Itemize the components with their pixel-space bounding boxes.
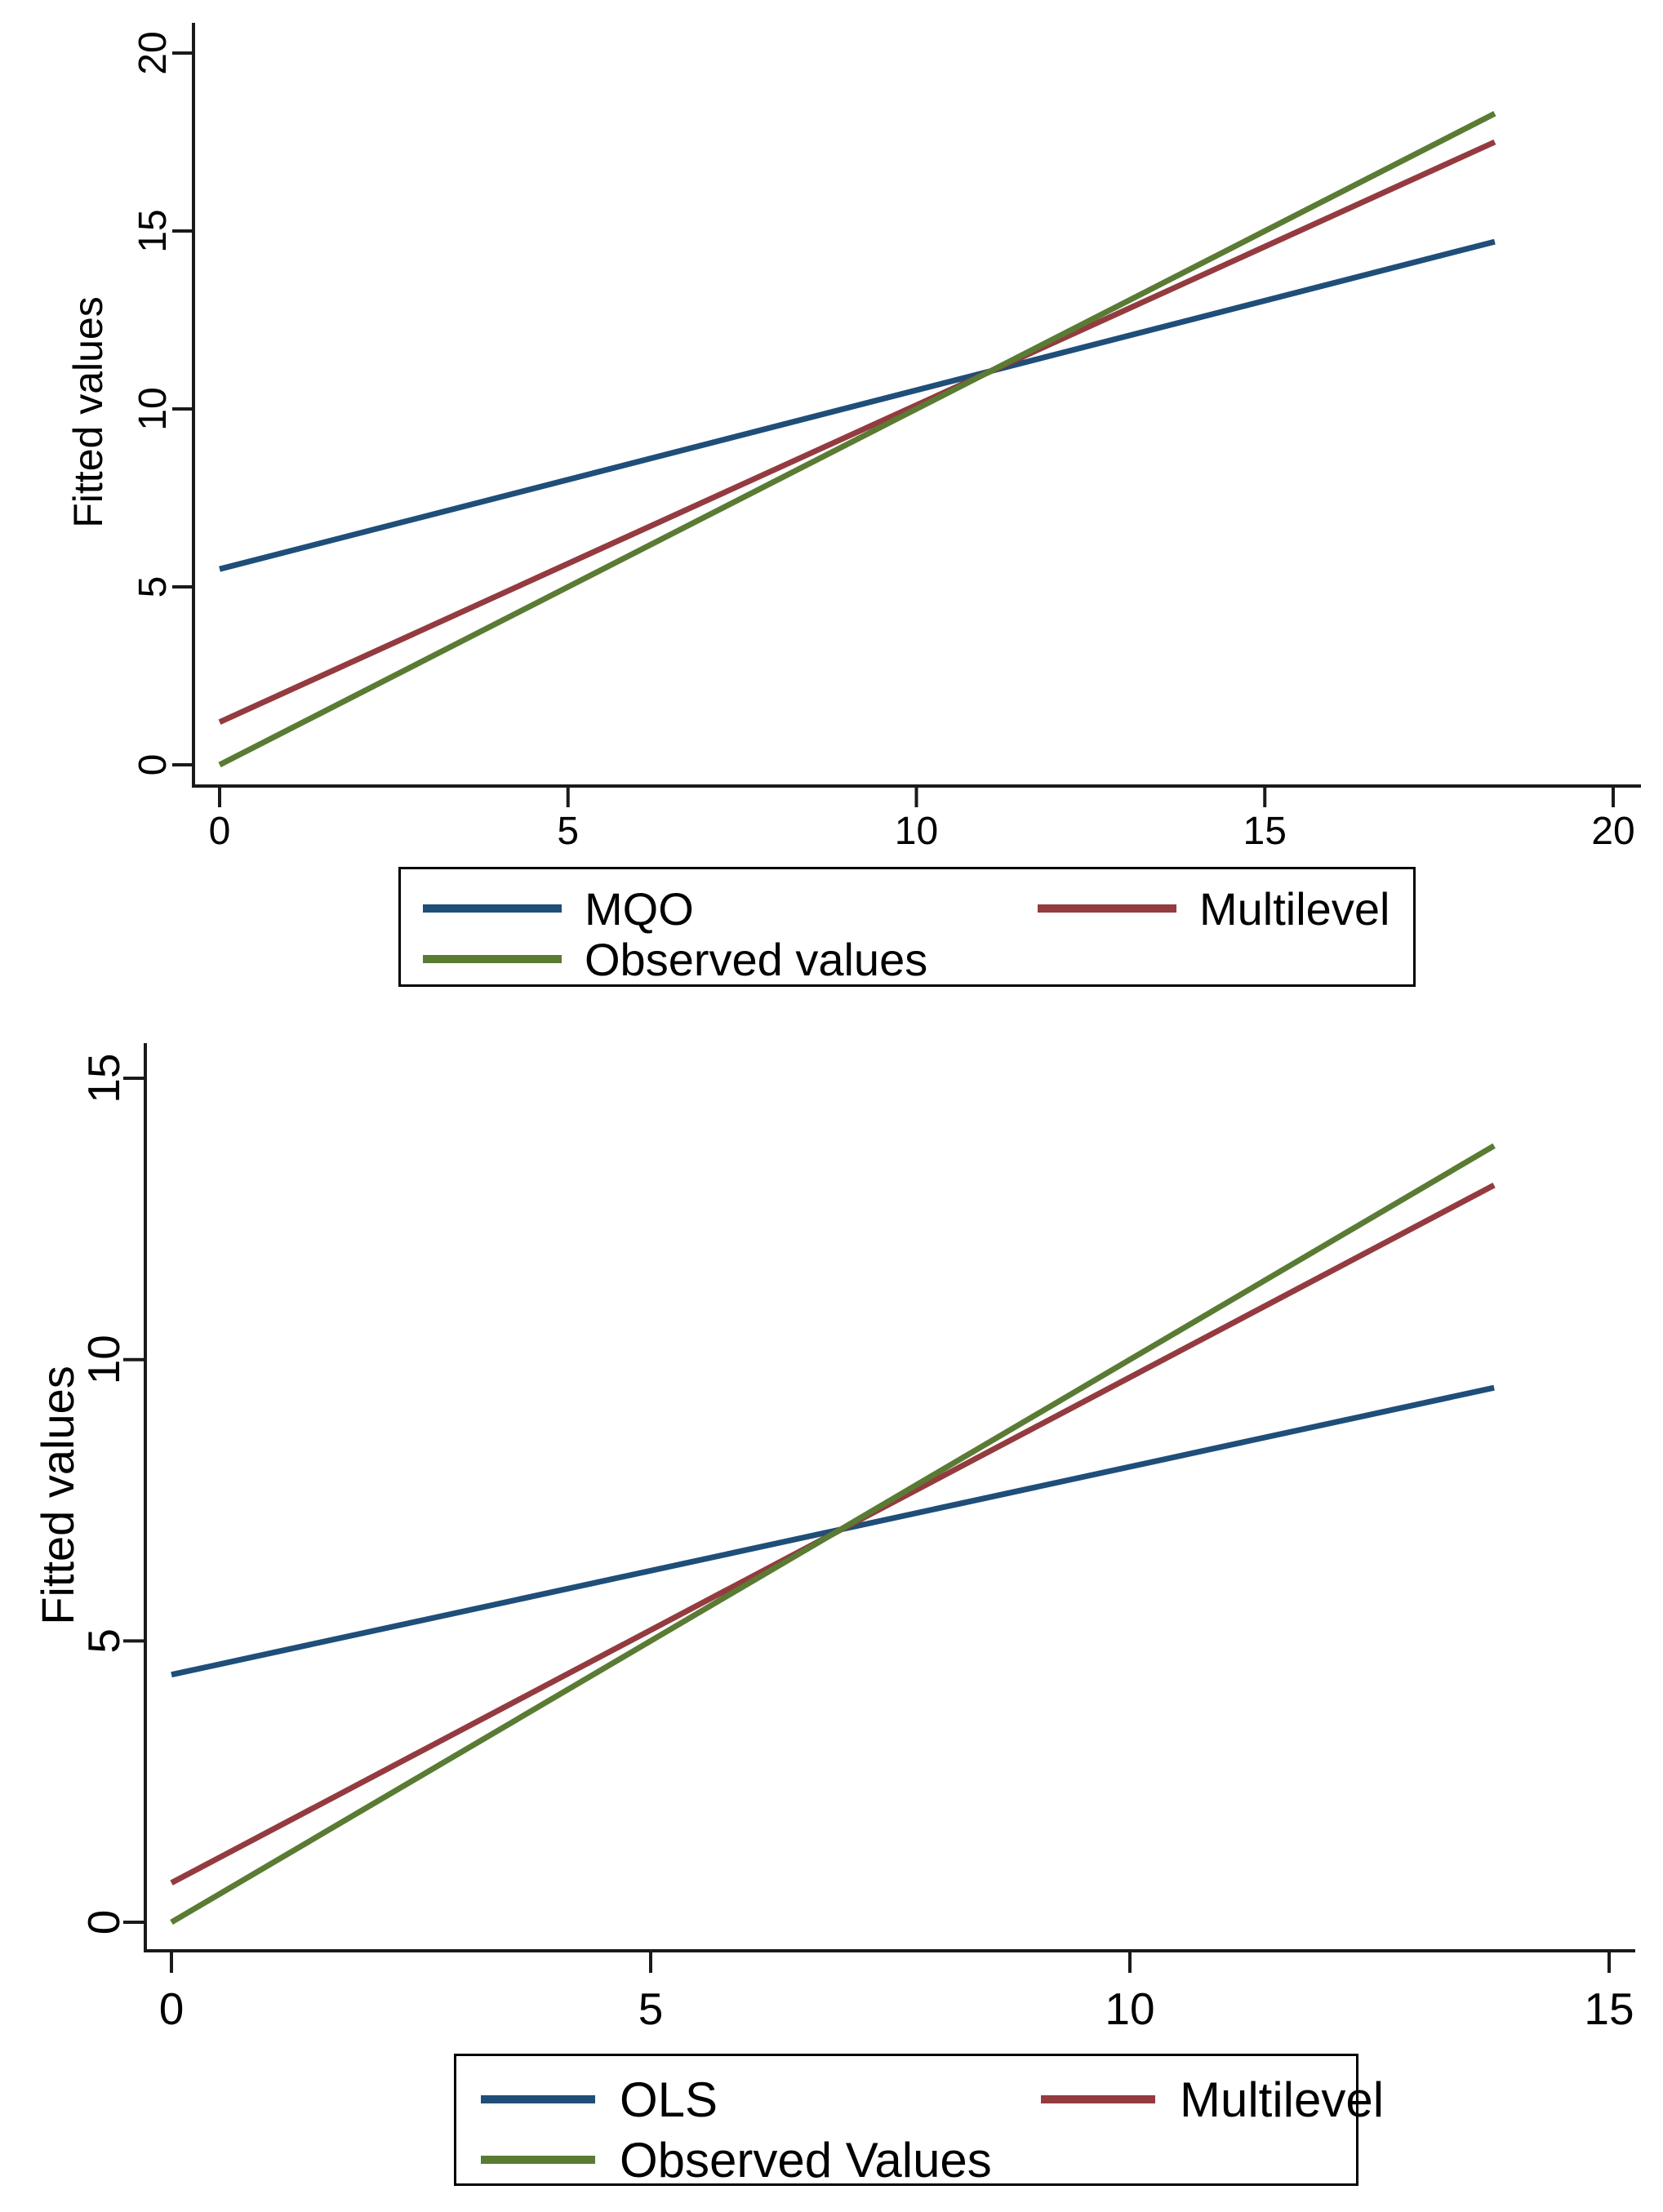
- x-tick-label: 15: [1243, 810, 1287, 853]
- legend-swatch-mqo: [423, 904, 562, 913]
- chart-1: 0 5 10 15 0 5 10 15 Fitted values: [32, 1043, 1635, 2034]
- x-tick-label: 5: [638, 1983, 664, 2034]
- y-tick-label: 0: [78, 1910, 129, 1935]
- legend-item-mqo: MQO: [423, 882, 694, 935]
- legend-swatch-multilevel-top: [1038, 904, 1176, 913]
- series-line-mqo: [219, 238, 1496, 572]
- x-tick-label: 5: [557, 810, 579, 853]
- chart-0: 0 5 10 15 20 0 5 10 15 20 Fitted values: [65, 23, 1641, 853]
- y-axis-title: Fitted values: [65, 296, 111, 527]
- x-tick-label: 0: [159, 1983, 185, 2034]
- series-line-multilevel: [218, 139, 1496, 725]
- x-tick-label: 10: [1105, 1983, 1154, 2034]
- legend-swatch-observed-values-bottom: [481, 2156, 595, 2164]
- legend-item-observed-values-top: Observed values: [423, 933, 928, 985]
- legend-swatch-ols: [481, 2095, 595, 2103]
- legend-bottom-chart: OLS Multilevel Observed Values: [454, 2054, 1384, 2188]
- legend-label-mqo: MQO: [585, 882, 694, 935]
- series-line-observed-values: [218, 111, 1496, 768]
- legend-label-observed-values-top: Observed values: [585, 933, 928, 985]
- legend-swatch-multilevel-bottom: [1041, 2095, 1155, 2103]
- legend-item-ols: OLS: [481, 2072, 718, 2127]
- legend-top-chart: MQO Multilevel Observed values: [398, 867, 1416, 987]
- y-tick-label: 15: [78, 1053, 129, 1103]
- legend-swatch-observed-values-top: [423, 955, 562, 963]
- y-tick-label: 15: [131, 209, 175, 252]
- y-tick-label: 20: [131, 31, 175, 74]
- y-tick-label: 5: [131, 576, 175, 598]
- legend-label-multilevel-bottom: Multilevel: [1180, 2072, 1385, 2127]
- x-tick-label: 10: [895, 810, 938, 853]
- legend-item-multilevel-top: Multilevel: [1038, 882, 1390, 935]
- series-line-observed-values: [170, 1143, 1496, 1926]
- x-tick-label: 0: [209, 810, 231, 853]
- legend-item-multilevel-bottom: Multilevel: [1041, 2072, 1385, 2127]
- legend-label-observed-values-bottom: Observed Values: [620, 2132, 992, 2188]
- y-tick-label: 0: [131, 754, 175, 776]
- legend-item-observed-values-bottom: Observed Values: [481, 2132, 992, 2188]
- legend-label-multilevel-top: Multilevel: [1199, 882, 1390, 935]
- y-tick-label: 10: [78, 1335, 129, 1384]
- y-tick-label: 10: [131, 387, 175, 430]
- x-tick-label: 20: [1591, 810, 1634, 853]
- legend-label-ols: OLS: [620, 2072, 718, 2127]
- y-tick-label: 5: [78, 1628, 129, 1654]
- y-axis-title: Fitted values: [32, 1366, 83, 1625]
- x-tick-label: 15: [1584, 1983, 1634, 2034]
